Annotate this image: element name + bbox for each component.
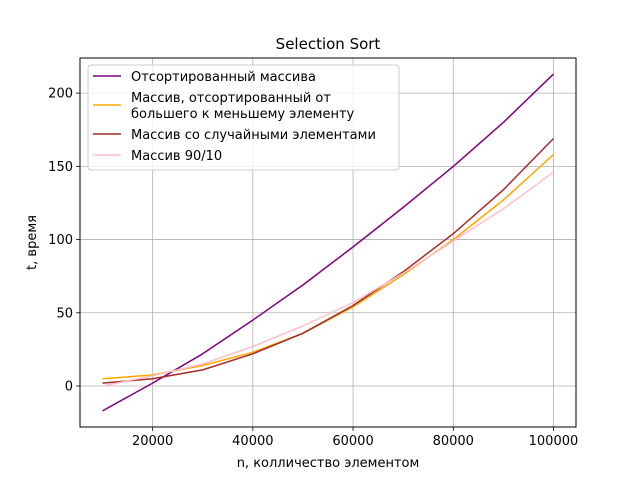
series-lines — [102, 73, 555, 412]
plot-frame — [79, 57, 577, 428]
legend-label-2: Массив, отсортированный от большего к мен… — [131, 91, 355, 122]
y-tick-label: 50 — [56, 306, 73, 321]
series-line-3 — [102, 137, 555, 384]
x-tick-label: 80000 — [433, 434, 474, 449]
x-tick-label: 40000 — [232, 434, 273, 449]
legend-label-3: Массив со случайными элементами — [131, 128, 376, 143]
x-tick-label: 60000 — [332, 434, 373, 449]
x-axis-label: n, колличество элементом — [237, 456, 420, 471]
legend-label-4: Массив 90/10 — [131, 149, 222, 164]
legend-label-1: Отсортированный массива — [131, 70, 316, 85]
x-tick-label: 100000 — [529, 434, 579, 449]
legend-box — [87, 64, 400, 171]
y-tick-label: 200 — [48, 87, 73, 102]
axis-ticks: 20000 40000 60000 80000 100000 0 50 100 150 200 — [48, 87, 578, 449]
chart-title: Selection Sort — [276, 35, 381, 53]
series-line-1 — [102, 73, 555, 412]
legend: Отсортированный массива Массив, отсортиро… — [87, 64, 400, 171]
y-tick-label: 150 — [48, 160, 73, 175]
y-axis-label: t, время — [25, 215, 40, 270]
y-tick-label: 0 — [65, 380, 73, 395]
y-tick-label: 100 — [48, 233, 73, 248]
series-line-4 — [102, 171, 554, 387]
x-tick-label: 20000 — [132, 434, 173, 449]
